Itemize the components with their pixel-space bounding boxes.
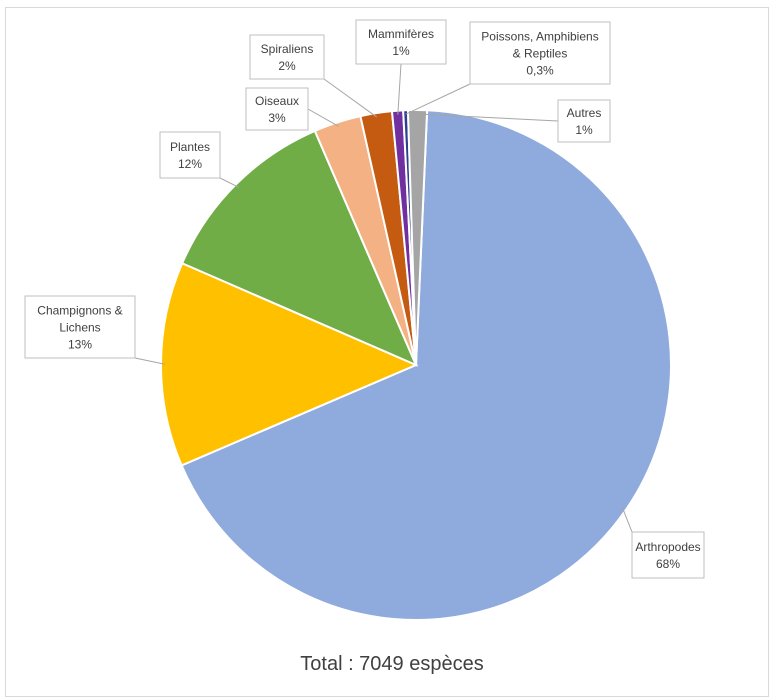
data-label-box <box>159 131 221 179</box>
pie-chart: Arthropodes 68% Champignons & Lichens 13% Pla… <box>24 19 705 675</box>
data-label: Spiraliens <box>261 42 314 56</box>
pie-slice-autres <box>406 109 429 366</box>
leader-line <box>219 177 239 188</box>
data-label: 12% <box>178 157 202 171</box>
leader-line <box>307 108 339 127</box>
data-label-box <box>631 531 705 579</box>
data-labels: Arthropodes 68% Champignons & Lichens 13% Pla… <box>24 19 705 579</box>
data-label-box <box>557 99 611 143</box>
data-label-box <box>245 87 309 131</box>
data-label: & Reptiles <box>513 47 568 61</box>
leader-lines <box>134 63 633 533</box>
data-label-box <box>249 34 325 80</box>
data-label: 2% <box>278 59 296 73</box>
pie-slice-plantes <box>180 129 418 367</box>
data-label-box <box>24 295 136 359</box>
data-label: Mammifères <box>368 27 434 41</box>
total-caption: Total : 7049 espèces <box>300 653 483 675</box>
data-label: 3% <box>268 111 286 125</box>
data-label-box <box>469 21 611 85</box>
leader-line <box>622 507 633 533</box>
data-label: 13% <box>68 338 92 352</box>
data-label: 1% <box>575 123 593 137</box>
data-label: Plantes <box>170 140 210 154</box>
data-label-box <box>355 19 447 65</box>
pie-slices <box>160 109 672 621</box>
data-label: Oiseaux <box>255 94 299 108</box>
data-label: Poissons, Amphibiens <box>481 30 598 44</box>
data-label: 68% <box>656 557 680 571</box>
data-label: Autres <box>567 106 602 120</box>
data-label: Champignons & <box>37 304 122 318</box>
leader-line <box>397 63 402 115</box>
data-label: 1% <box>392 44 410 58</box>
leader-line <box>134 357 166 365</box>
pie-slice-champignons-lichens <box>160 261 419 467</box>
data-label: 0,3% <box>526 64 554 78</box>
pie-slice-arthropodes <box>180 109 672 621</box>
leader-line <box>417 113 559 122</box>
data-label: Lichens <box>59 321 100 335</box>
leader-line <box>323 78 378 118</box>
leader-line <box>405 83 471 115</box>
data-label: Arthropodes <box>635 540 700 554</box>
